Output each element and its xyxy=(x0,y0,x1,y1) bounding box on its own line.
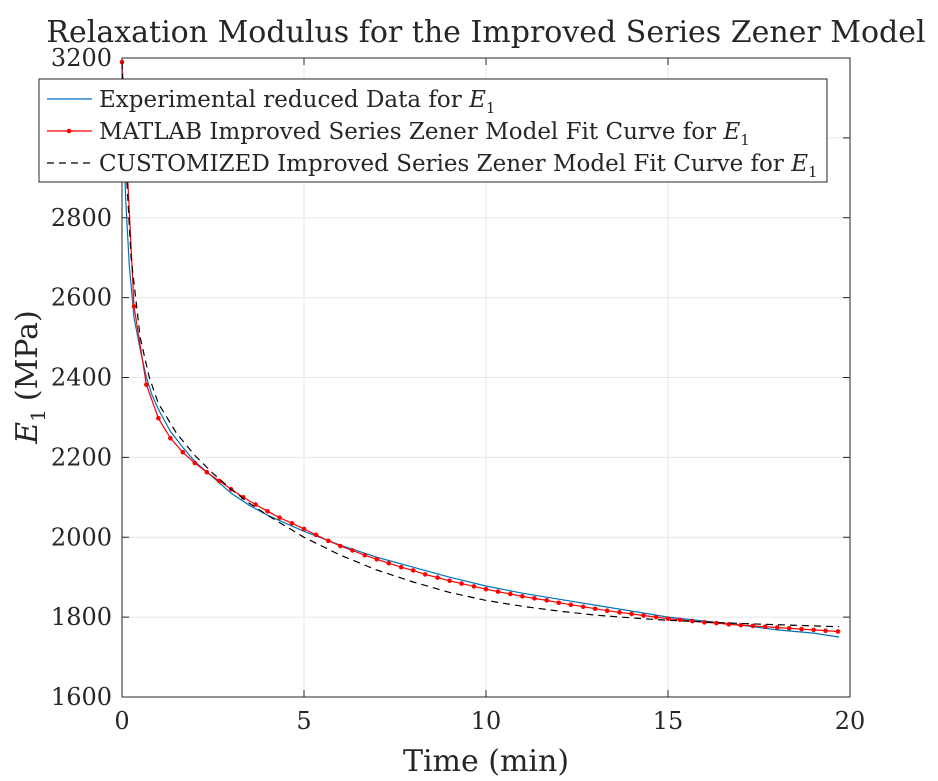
series-marker xyxy=(495,589,501,594)
series-marker xyxy=(508,591,513,597)
y-tick-label: 2000 xyxy=(51,523,112,551)
series-marker xyxy=(386,560,392,566)
series-marker xyxy=(835,629,841,634)
series-marker xyxy=(289,520,295,526)
series-marker xyxy=(677,617,683,623)
series-marker xyxy=(774,625,780,630)
series-marker xyxy=(702,620,707,625)
y-axis-label-unit: (MPa) xyxy=(10,310,45,401)
legend-label: CUSTOMIZED Improved Series Zener Model F… xyxy=(99,151,818,181)
y-tick-label: 2600 xyxy=(51,284,112,312)
series-marker xyxy=(192,460,198,466)
series-marker xyxy=(471,584,477,589)
series-marker xyxy=(119,59,125,65)
chart-title: Relaxation Modulus for the Improved Seri… xyxy=(46,15,925,50)
series-marker xyxy=(350,548,355,553)
legend-swatch-marker xyxy=(66,128,72,134)
y-tick-label: 1600 xyxy=(51,683,112,711)
series-marker xyxy=(738,622,744,628)
y-tick-label: 2200 xyxy=(51,443,112,471)
series-marker xyxy=(629,611,634,617)
legend-box xyxy=(38,78,828,183)
series-marker xyxy=(726,622,732,627)
series-marker xyxy=(410,568,416,573)
series-marker xyxy=(617,610,622,615)
series-marker xyxy=(665,616,671,622)
series-marker xyxy=(483,586,489,592)
x-tick-label: 10 xyxy=(471,707,502,735)
series-marker xyxy=(338,543,343,549)
series-marker xyxy=(313,532,319,538)
series-marker xyxy=(580,604,586,610)
series-marker xyxy=(786,626,792,631)
series-marker xyxy=(144,382,149,387)
series-marker xyxy=(690,618,695,624)
series-marker xyxy=(592,606,598,612)
series-marker xyxy=(398,564,404,570)
series-marker xyxy=(799,626,804,632)
series-marker xyxy=(216,478,222,484)
series-marker xyxy=(265,508,270,514)
series-line-3 xyxy=(121,61,840,628)
y-axis-label-main: E xyxy=(10,422,45,445)
x-tick-label: 15 xyxy=(653,707,684,735)
series-marker xyxy=(532,596,537,601)
series-marker xyxy=(362,552,368,558)
series-marker xyxy=(520,594,525,599)
series-marker xyxy=(750,623,756,629)
series-marker xyxy=(459,581,464,586)
series-marker xyxy=(556,600,562,606)
series-marker xyxy=(811,627,816,633)
series-marker xyxy=(326,538,331,544)
series-marker xyxy=(568,602,574,608)
series-marker xyxy=(301,526,307,532)
series-marker xyxy=(240,495,246,500)
svg-text:E1(MPa): E1 (MPa) xyxy=(10,310,50,445)
legend-label: MATLAB Improved Series Zener Model Fit C… xyxy=(99,119,750,149)
x-tick-label: 20 xyxy=(835,707,866,735)
y-axis-label: E1 (MPa) xyxy=(10,310,50,445)
series-marker xyxy=(374,556,380,562)
y-tick-label: 2400 xyxy=(51,364,112,392)
series-marker xyxy=(168,435,173,441)
series-marker xyxy=(604,608,610,614)
y-tick-label: 3200 xyxy=(51,44,112,72)
series-marker xyxy=(653,614,659,620)
legend-label: Experimental reduced Data for E1 xyxy=(99,87,495,117)
series-marker xyxy=(544,598,550,603)
series-marker xyxy=(180,449,186,455)
x-tick-label: 5 xyxy=(296,707,311,735)
series-marker xyxy=(714,620,719,626)
series-marker xyxy=(422,572,428,577)
y-tick-label: 2800 xyxy=(51,204,112,232)
x-axis-label: Time (min) xyxy=(403,744,569,779)
series-marker xyxy=(204,469,210,475)
series-marker xyxy=(447,578,452,584)
series-marker xyxy=(762,624,768,630)
series-marker xyxy=(253,502,258,507)
y-tick-label: 1800 xyxy=(51,603,112,631)
series-marker xyxy=(131,304,137,309)
x-tick-label: 0 xyxy=(114,707,129,735)
y-axis-label-sub: 1 xyxy=(26,409,50,422)
series-marker xyxy=(156,415,161,421)
series-marker xyxy=(641,613,646,618)
series-marker xyxy=(435,575,440,580)
series-marker xyxy=(277,515,282,520)
series-marker xyxy=(823,628,828,634)
